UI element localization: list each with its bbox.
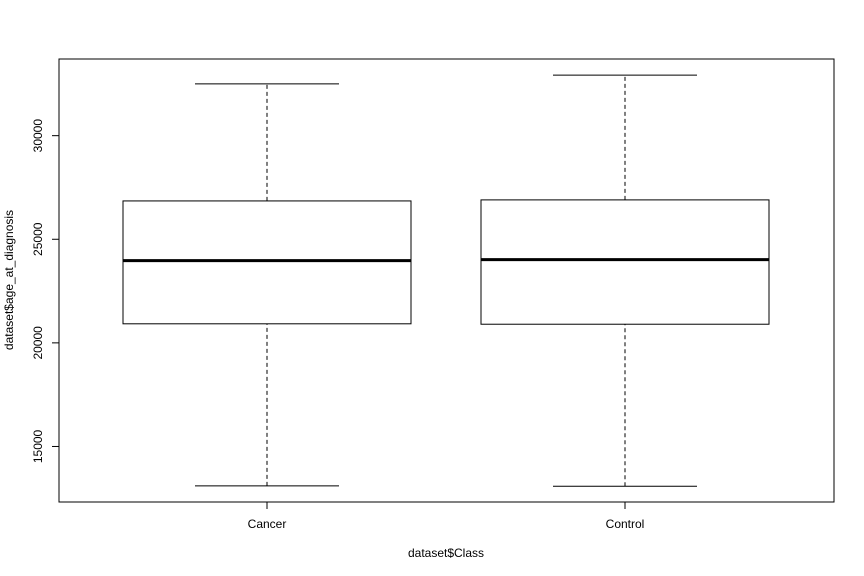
box-cancer bbox=[122, 83, 412, 487]
x-tick-label: Control bbox=[606, 517, 645, 531]
y-axis: 15000 20000 25000 30000 bbox=[31, 119, 60, 463]
iqr-box bbox=[122, 200, 412, 325]
y-tick-label: 15000 bbox=[31, 429, 45, 463]
x-tick-label: Cancer bbox=[248, 517, 287, 531]
iqr-box bbox=[480, 199, 770, 325]
y-axis-title: dataset$age_at_diagnosis bbox=[2, 210, 16, 350]
x-axis-title: dataset$Class bbox=[408, 546, 484, 560]
y-tick-label: 20000 bbox=[31, 326, 45, 360]
y-tick-label: 25000 bbox=[31, 222, 45, 256]
x-axis: Cancer Control bbox=[248, 501, 645, 531]
y-tick-label: 30000 bbox=[31, 119, 45, 153]
box-control bbox=[480, 74, 770, 487]
boxes-layer bbox=[122, 74, 770, 487]
